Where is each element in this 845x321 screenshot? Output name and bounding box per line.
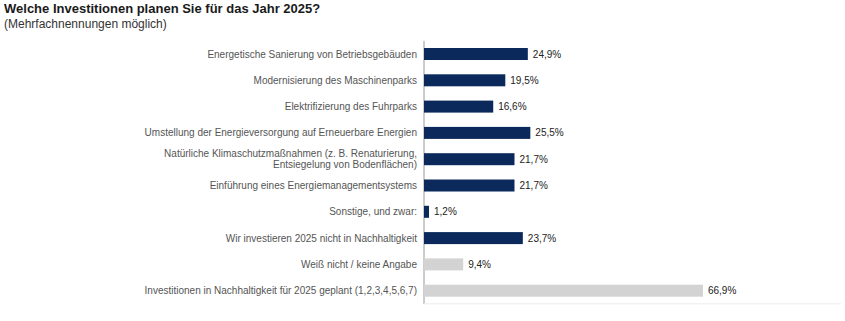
bar — [424, 180, 514, 192]
data-label: 66,9% — [708, 285, 736, 296]
category-label: Sonstige, und zwar: — [329, 206, 417, 217]
bar — [424, 101, 493, 113]
bar — [424, 258, 463, 270]
data-label: 19,5% — [510, 75, 538, 86]
category-label: Elektrifizierung des Fuhrparks — [285, 101, 417, 112]
bars — [424, 48, 703, 297]
data-label: 23,7% — [528, 233, 556, 244]
subtitle: (Mehrfachnennungen möglich) — [4, 17, 167, 31]
title: Welche Investitionen planen Sie für das … — [4, 1, 320, 16]
bar — [424, 285, 703, 297]
axis-range-line — [424, 303, 841, 304]
category-label: Natürliche Klimaschutzmaßnahmen (z. B. R… — [164, 148, 417, 170]
data-label: 21,7% — [519, 154, 547, 165]
bar — [424, 206, 429, 218]
category-label: Weiß nicht / keine Angabe — [301, 259, 417, 270]
chart: Welche Investitionen planen Sie für das … — [0, 0, 845, 321]
data-label: 24,9% — [533, 49, 561, 60]
data-label: 9,4% — [468, 259, 491, 270]
category-label: Wir investieren 2025 nicht in Nachhaltig… — [226, 233, 417, 244]
bar — [424, 153, 514, 165]
category-label: Einführung eines Energiemanagementsystem… — [210, 180, 417, 191]
bar — [424, 74, 505, 86]
bar — [424, 232, 523, 244]
labels: Energetische Sanierung von Betriebsgebäu… — [145, 49, 737, 297]
category-label: Investitionen in Nachhaltigkeit für 2025… — [145, 285, 417, 296]
category-label: Energetische Sanierung von Betriebsgebäu… — [207, 49, 417, 60]
category-label: Modernisierung des Maschinenparks — [254, 75, 417, 86]
data-label: 16,6% — [498, 101, 526, 112]
data-label: 21,7% — [519, 180, 547, 191]
data-label: 25,5% — [535, 127, 563, 138]
bar — [424, 127, 530, 139]
data-label: 1,2% — [434, 206, 457, 217]
category-label: Umstellung der Energieversorgung auf Ern… — [145, 127, 417, 138]
bar — [424, 48, 528, 60]
